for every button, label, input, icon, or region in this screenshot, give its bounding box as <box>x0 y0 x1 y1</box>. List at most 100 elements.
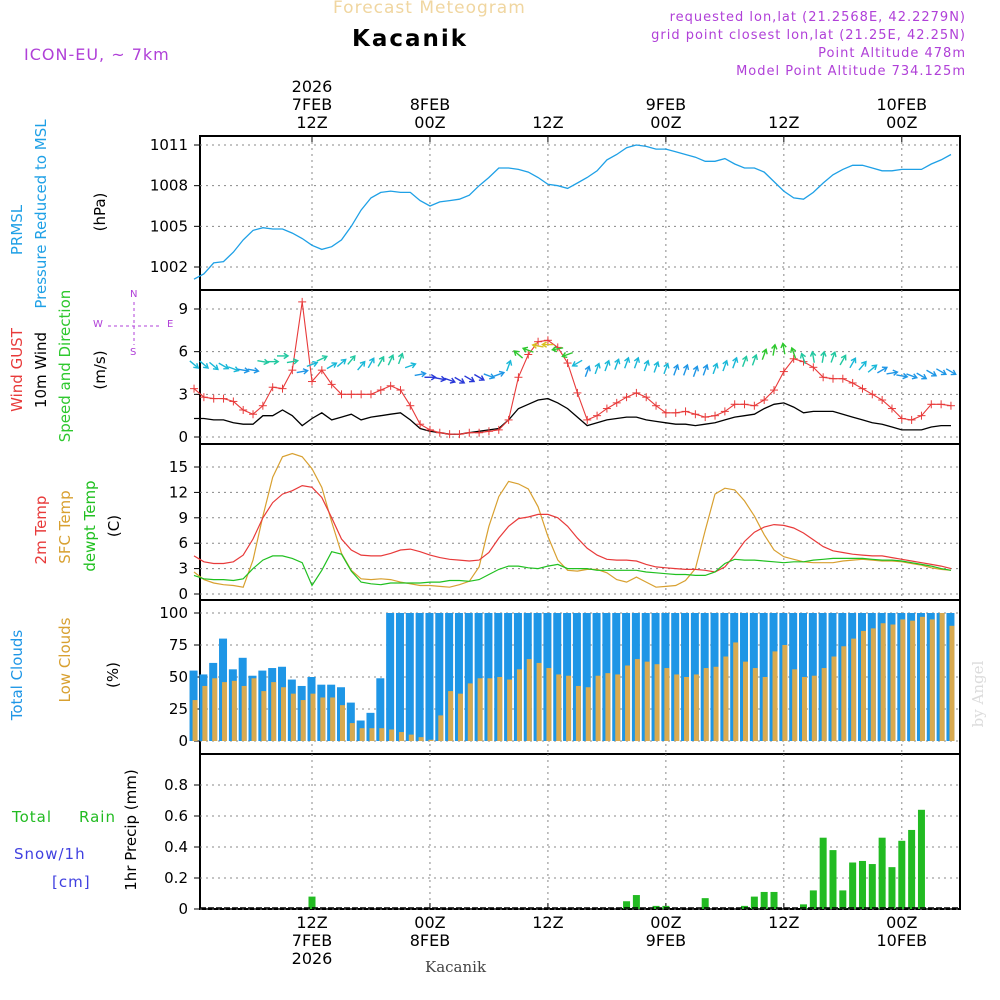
wind-arrowhead <box>469 376 476 383</box>
grid-point-coords: grid point closest lon,lat (21.25E, 42.2… <box>651 28 966 43</box>
low-clouds-bar <box>674 674 680 741</box>
wind-arrowhead <box>203 363 210 369</box>
bottom-time-label: 00Z <box>650 913 681 932</box>
wind-arrow <box>199 360 209 369</box>
panel-frame-5 <box>199 753 961 910</box>
wind-arrow <box>906 373 918 379</box>
y-tick-label: 0.8 <box>164 776 188 794</box>
rain-label: Rain <box>79 808 116 826</box>
wind-arrow <box>493 371 505 377</box>
y-tick-label: 25 <box>169 700 188 718</box>
low-clouds-bar <box>870 628 876 741</box>
wind-arrowhead <box>892 369 899 376</box>
bottom-time-label: 7FEB <box>292 931 332 950</box>
wind-arrow <box>387 354 394 366</box>
low-clouds-bar <box>860 630 866 741</box>
y-tick-label: 0 <box>178 428 188 446</box>
y-tick-label: 3 <box>178 385 188 403</box>
bottom-time-label: 8FEB <box>410 931 450 950</box>
meteogram-subtitle: Forecast Meteogram <box>333 0 526 18</box>
low-clouds-bar <box>546 668 552 741</box>
rain-bar <box>917 809 925 909</box>
rain-bar <box>868 864 876 909</box>
wind-arrow <box>751 354 757 366</box>
low-clouds-bar <box>575 685 581 741</box>
low-clouds-bar <box>438 715 444 741</box>
wind-arrow <box>404 363 416 369</box>
wind-arrow <box>633 357 639 369</box>
low-clouds-bar <box>497 677 503 741</box>
wind-arrow <box>692 366 698 377</box>
wind-arrow <box>594 363 600 375</box>
top-time-label: 12Z <box>768 113 799 132</box>
gust-line <box>193 301 952 435</box>
wind-arrow <box>464 375 475 383</box>
low-clouds-bar <box>910 620 916 741</box>
wind-arrow <box>830 351 836 363</box>
wind-arrow <box>821 351 825 363</box>
wind-arrowhead <box>223 363 230 370</box>
rain-total-label: Total <box>12 808 53 826</box>
low-clouds-bar <box>654 664 660 741</box>
wind-arrow <box>702 364 708 376</box>
wind-arrow <box>624 357 630 369</box>
low-clouds-bar <box>457 693 463 741</box>
y-tick-label: 0.6 <box>164 807 188 825</box>
wind-arrow <box>218 362 229 370</box>
wind-arrowhead <box>359 360 366 367</box>
wind-arrow <box>562 351 573 358</box>
dewpt-line <box>193 551 952 587</box>
wind-arrow <box>791 347 797 359</box>
wind-arrow <box>326 362 337 370</box>
wind-arrowhead <box>243 367 250 374</box>
wind-arrowhead <box>312 360 319 367</box>
wind-arrowhead <box>830 350 837 358</box>
rain-bar <box>750 896 758 909</box>
wind-arrowhead <box>921 373 928 380</box>
low-clouds-bar <box>890 624 896 741</box>
low-clouds-bar <box>192 700 198 741</box>
wind-arrowhead <box>722 359 729 366</box>
wind-arrow <box>782 343 786 355</box>
compass-e: E <box>167 319 174 330</box>
y-tick-label: 1011 <box>150 136 188 154</box>
top-time-label: 2026 <box>292 77 333 96</box>
wind-arrow <box>839 355 847 366</box>
low-clouds-bar <box>379 728 385 741</box>
total-clouds-bar <box>464 613 473 741</box>
compass-w: W <box>93 319 103 330</box>
y-tick-label: 0 <box>178 732 188 750</box>
wind-arrow <box>434 377 446 381</box>
rain-bar <box>809 890 817 909</box>
low-clouds-bar <box>251 678 257 741</box>
bottom-time-label: 12Z <box>296 913 327 932</box>
wind-arrow <box>800 353 807 365</box>
wind-arrow <box>643 360 649 372</box>
snow-unit: [cm] <box>52 873 91 891</box>
low-clouds-bar <box>752 668 758 741</box>
low-clouds-bar <box>428 739 434 741</box>
wind-arrowhead <box>459 378 466 384</box>
wind-arrowhead <box>263 358 270 366</box>
y-tick-label: 6 <box>178 343 188 361</box>
wind-arrow <box>473 373 485 381</box>
top-time-label: 7FEB <box>292 95 332 114</box>
wind-arrow <box>926 369 937 377</box>
low-clouds-bar <box>467 683 473 741</box>
low-clouds-bar <box>693 674 699 741</box>
low-clouds-bar <box>733 642 739 741</box>
total-clouds-bar <box>395 613 404 741</box>
rain-bar <box>800 904 807 909</box>
top-time-label: 00Z <box>886 113 917 132</box>
wind-arrowhead <box>449 377 457 384</box>
low-clouds-bar <box>389 729 395 741</box>
wind-arrowhead <box>780 342 787 349</box>
wind-arrow <box>683 364 689 376</box>
low-clouds-bar <box>222 682 228 741</box>
wind-arrow <box>209 361 219 370</box>
wind-arrowhead <box>193 363 200 369</box>
low-clouds-bar <box>792 669 798 741</box>
total-clouds-bar <box>415 613 424 741</box>
wind-arrowhead <box>614 358 621 365</box>
wind-arrowhead <box>594 362 601 369</box>
